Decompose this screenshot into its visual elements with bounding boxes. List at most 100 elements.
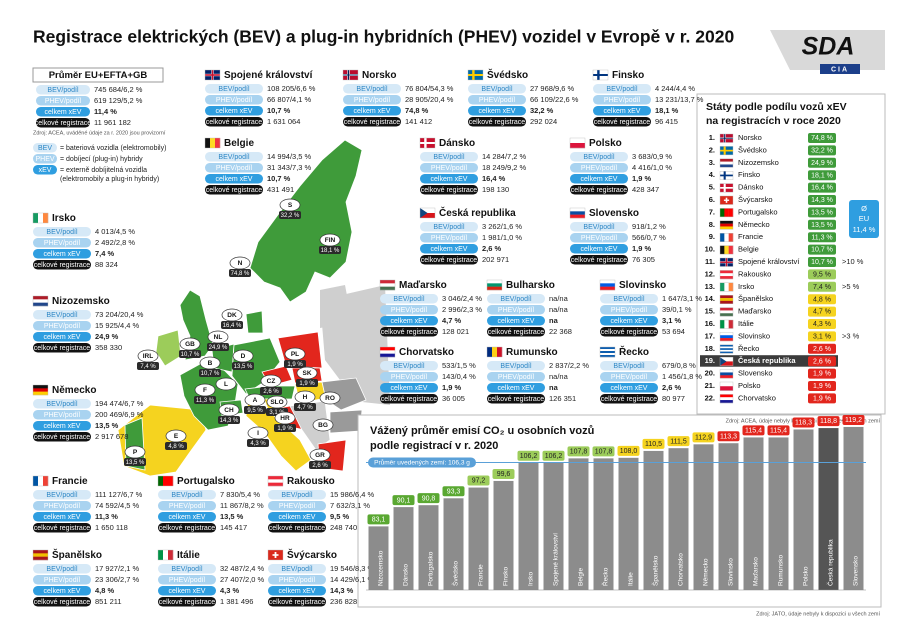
label-pill <box>205 174 263 184</box>
flag-part <box>720 187 733 189</box>
row-value: 76 305 <box>632 255 655 264</box>
row-label: celkové registrace <box>159 525 216 532</box>
ranking-pill <box>808 306 836 317</box>
ranking-pill <box>808 319 836 329</box>
label-pill <box>205 163 263 173</box>
x-tick-label: Maďarsko <box>753 557 760 586</box>
flag-part <box>720 261 733 263</box>
flag-part <box>720 310 733 314</box>
map-code: H <box>303 394 308 401</box>
label-pill <box>593 84 651 94</box>
row-value: 15 986/6,4 % <box>330 490 375 499</box>
row-value: 2 996/2,3 % <box>442 305 482 314</box>
legend-pill <box>33 154 57 164</box>
label-pill <box>593 117 651 127</box>
label-pill <box>600 383 658 393</box>
value-label: 111,5 <box>670 438 687 445</box>
label-pill <box>420 244 478 254</box>
flag-part <box>720 394 733 398</box>
map-value-pill <box>319 246 341 254</box>
bar <box>818 428 839 590</box>
flag-part <box>720 357 727 366</box>
ranking-rank: 19. <box>705 356 715 365</box>
flag-part <box>380 350 395 354</box>
row-value: 7 830/5,4 % <box>220 490 260 499</box>
row-label: BEV/podíl <box>281 566 313 573</box>
row-value: 13 231/13,7 % <box>655 95 704 104</box>
row-label: PHEV/podíl <box>479 97 516 104</box>
row-value: 3 262/1,6 % <box>482 222 522 231</box>
label-pill <box>487 294 545 304</box>
value-label-pill <box>467 475 490 486</box>
ranking-value: 2,6 % <box>813 346 831 353</box>
flag-part <box>720 220 733 224</box>
map-value-pill <box>296 379 318 387</box>
flag-part <box>33 388 48 392</box>
country-name: Rumunsko <box>506 347 558 358</box>
legend-term: PHEV <box>35 156 54 163</box>
row-value: 36 005 <box>442 394 465 403</box>
flag-part <box>600 283 615 287</box>
row-label: BEV/podíl <box>46 492 78 499</box>
map-value: 2,6 % <box>312 463 328 469</box>
ranking-rank: 7. <box>709 207 715 216</box>
bar <box>843 426 864 590</box>
label-pill <box>570 174 628 184</box>
flag-border <box>379 346 396 358</box>
label-pill <box>343 84 401 94</box>
row-label: celkem xEV <box>391 318 428 325</box>
flag-border <box>719 282 734 292</box>
bar <box>368 526 389 590</box>
label-pill <box>570 222 628 232</box>
label-pill <box>600 372 658 382</box>
flag-border <box>719 357 734 366</box>
flag-part <box>724 282 729 292</box>
label-pill <box>158 575 216 585</box>
row-value: 27 968/9,6 % <box>530 84 575 93</box>
row-label: BEV/podíl <box>46 401 78 408</box>
map-code: D <box>241 353 246 360</box>
flag-part <box>728 208 734 217</box>
row-value: 194 474/6,7 % <box>95 399 144 408</box>
value-label: 108,0 <box>620 448 638 455</box>
flag <box>467 69 484 81</box>
flag-part <box>720 386 733 391</box>
value-label-pill <box>817 416 840 427</box>
map-value: 10,7 % <box>201 371 220 377</box>
flag-border <box>599 279 616 291</box>
row-value: 31 343/7,3 % <box>267 163 312 172</box>
row-label: celkem xEV <box>604 108 641 115</box>
map-value-pill <box>284 360 306 368</box>
map-code: GB <box>185 341 195 348</box>
flag-border <box>599 346 616 358</box>
x-tick-label: Rumunsko <box>778 555 785 586</box>
label-pill <box>600 305 658 315</box>
x-tick-label: Belgie <box>578 568 585 586</box>
map-code: CZ <box>267 378 276 385</box>
ranking-rank: 5. <box>709 183 715 192</box>
row-label: celkem xEV <box>44 334 81 341</box>
row-label: PHEV/podíl <box>44 412 81 419</box>
flag-border <box>32 475 49 487</box>
ranking-value: 14,3 % <box>811 197 833 204</box>
row-value: 1,9 % <box>632 174 652 183</box>
row-label: celkové registrace <box>594 119 651 126</box>
label-pill <box>487 327 545 337</box>
row-value: 1 981/1,0 % <box>482 233 522 242</box>
row-label: PHEV/podíl <box>44 503 81 510</box>
flag-part <box>724 245 729 255</box>
x-tick-label: Portugalsko <box>428 551 435 586</box>
label-pill <box>158 597 216 607</box>
x-tick-label: Slovensko <box>853 556 860 586</box>
flag-part <box>268 482 283 487</box>
row-value: 24,9 % <box>95 332 119 341</box>
row-value: 4,7 % <box>442 316 462 325</box>
ranking-name: Německo <box>738 220 770 229</box>
row-label: celkem xEV <box>279 588 316 595</box>
label-pill <box>600 327 658 337</box>
flag-part <box>492 347 498 357</box>
row-label: celkem xEV <box>498 318 535 325</box>
value-label: 107,8 <box>595 449 613 456</box>
flag-part <box>600 280 615 284</box>
map-code: E <box>174 433 179 440</box>
